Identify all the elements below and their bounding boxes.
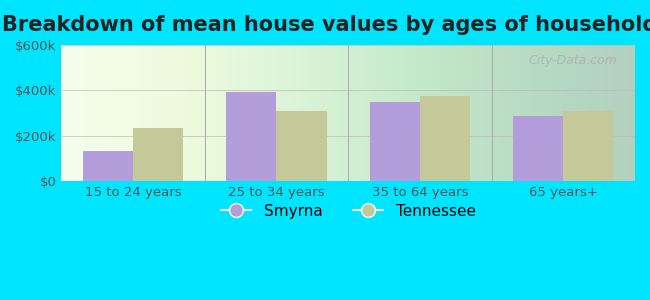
Bar — [513, 116, 564, 181]
Text: City-Data.com: City-Data.com — [529, 54, 617, 68]
Bar — [133, 128, 183, 181]
Bar — [226, 92, 276, 181]
Bar — [83, 152, 133, 181]
Bar — [276, 111, 327, 181]
Bar — [564, 111, 614, 181]
Legend: Smyrna, Tennessee: Smyrna, Tennessee — [214, 198, 482, 225]
Bar — [420, 96, 470, 181]
Bar — [370, 101, 420, 181]
Title: Breakdown of mean house values by ages of householders: Breakdown of mean house values by ages o… — [2, 15, 650, 35]
